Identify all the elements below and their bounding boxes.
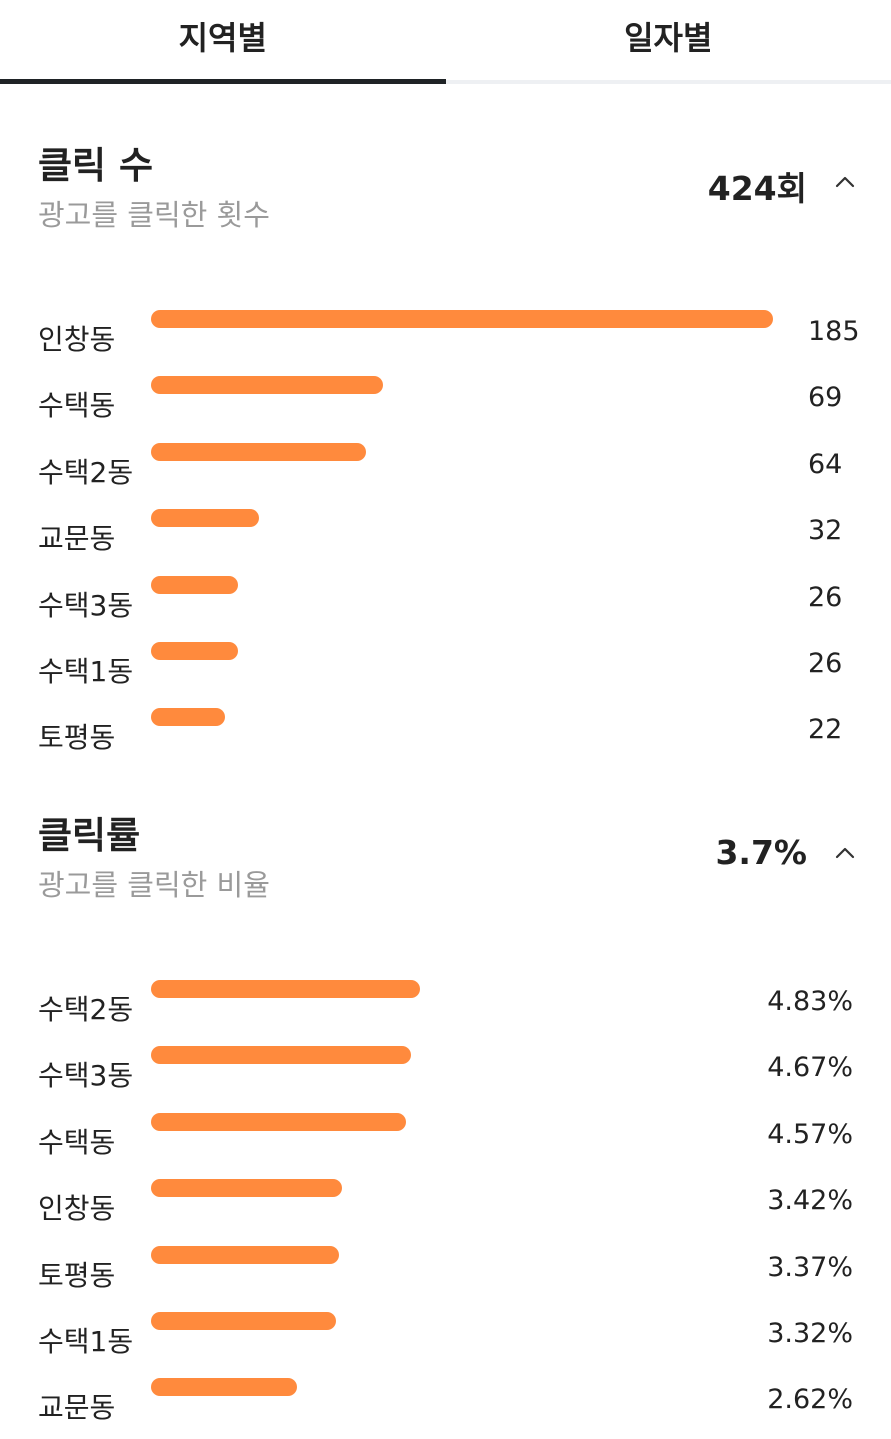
region-value: 4.83% <box>767 986 853 1017</box>
chevron-up-icon[interactable] <box>833 841 857 865</box>
region-label: 수택2동 <box>38 455 134 489</box>
list-item: 인창동 3.42% <box>0 1179 891 1245</box>
ctr-region-list: 수택2동 4.83% 수택3동 4.67% 수택동 4.57% 인창동 3.42% 토평동 3.3… <box>0 980 891 1439</box>
list-item: 수택2동 64 <box>0 442 891 509</box>
region-value: 2.62% <box>767 1384 853 1416</box>
list-item: 교문동 32 <box>0 509 891 575</box>
clicks-section: 클릭 수 광고를 클릭한 횟수 424회 인창동 185 수택동 69 수택2동 64 교문… <box>38 144 860 754</box>
ctr-total: 3.7% <box>715 833 807 872</box>
value-bar <box>151 1378 297 1397</box>
region-label: 인창동 <box>38 323 116 356</box>
list-item: 토평동 3.37% <box>0 1245 891 1312</box>
clicks-title: 클릭 수 <box>38 144 154 187</box>
value-bar <box>151 376 383 395</box>
list-item: 수택동 4.57% <box>0 1112 891 1179</box>
value-bar <box>151 1245 339 1264</box>
region-value: 32 <box>808 515 843 547</box>
list-item: 수택3동 26 <box>0 575 891 642</box>
tab-bar: 지역별 일자별 <box>0 0 891 84</box>
value-bar <box>151 1311 336 1330</box>
ctr-subtitle: 광고를 클릭한 비율 <box>38 868 270 902</box>
region-label: 교문동 <box>38 1391 116 1425</box>
region-value: 4.67% <box>767 1052 853 1084</box>
region-label: 교문동 <box>38 522 116 556</box>
tab-by-date[interactable]: 일자별 <box>624 19 713 57</box>
region-value: 26 <box>808 581 843 613</box>
value-bar <box>151 310 773 328</box>
value-bar <box>151 1112 406 1131</box>
list-item: 수택1동 26 <box>0 641 891 708</box>
chevron-up-icon[interactable] <box>833 170 857 194</box>
value-bar <box>151 1179 342 1198</box>
region-value: 64 <box>808 448 843 480</box>
value-bar <box>151 980 420 998</box>
region-label: 토평동 <box>38 1258 116 1292</box>
region-value: 4.57% <box>767 1118 853 1150</box>
clicks-total: 424회 <box>707 169 807 208</box>
list-item: 수택3동 4.67% <box>0 1046 891 1112</box>
list-item: 수택동 69 <box>0 376 891 442</box>
tab-by-region[interactable]: 지역별 <box>0 0 446 84</box>
region-value: 3.32% <box>767 1317 853 1349</box>
region-value: 3.42% <box>767 1185 853 1217</box>
list-item: 토평동 22 <box>0 708 891 774</box>
value-bar <box>151 641 238 660</box>
value-bar <box>151 1046 411 1065</box>
region-label: 수택2동 <box>38 993 134 1026</box>
list-item: 수택1동 3.32% <box>0 1311 891 1378</box>
clicks-region-list: 인창동 185 수택동 69 수택2동 64 교문동 32 수택3동 26 수택1동 26 토평동 22 <box>0 310 891 775</box>
value-bar <box>151 509 259 528</box>
ctr-title: 클릭률 <box>38 814 141 857</box>
list-item: 교문동 2.62% <box>0 1378 891 1439</box>
region-label: 수택동 <box>38 1125 116 1159</box>
region-label: 토평동 <box>38 721 116 755</box>
clicks-subtitle: 광고를 클릭한 횟수 <box>38 198 270 232</box>
region-label: 수택동 <box>38 389 116 423</box>
list-item: 인창동 185 <box>0 310 891 376</box>
region-value: 69 <box>808 382 843 414</box>
value-bar <box>151 708 225 727</box>
region-label: 수택1동 <box>38 654 134 688</box>
value-bar <box>151 442 366 461</box>
region-label: 인창동 <box>38 1192 116 1226</box>
region-label: 수택1동 <box>38 1324 134 1358</box>
region-label: 수택3동 <box>38 588 134 622</box>
region-value: 185 <box>808 316 860 347</box>
region-value: 22 <box>808 714 843 746</box>
list-item: 수택2동 4.83% <box>0 980 891 1046</box>
region-value: 3.37% <box>767 1251 853 1283</box>
value-bar <box>151 575 238 594</box>
region-label: 수택3동 <box>38 1059 134 1093</box>
region-value: 26 <box>808 647 843 679</box>
